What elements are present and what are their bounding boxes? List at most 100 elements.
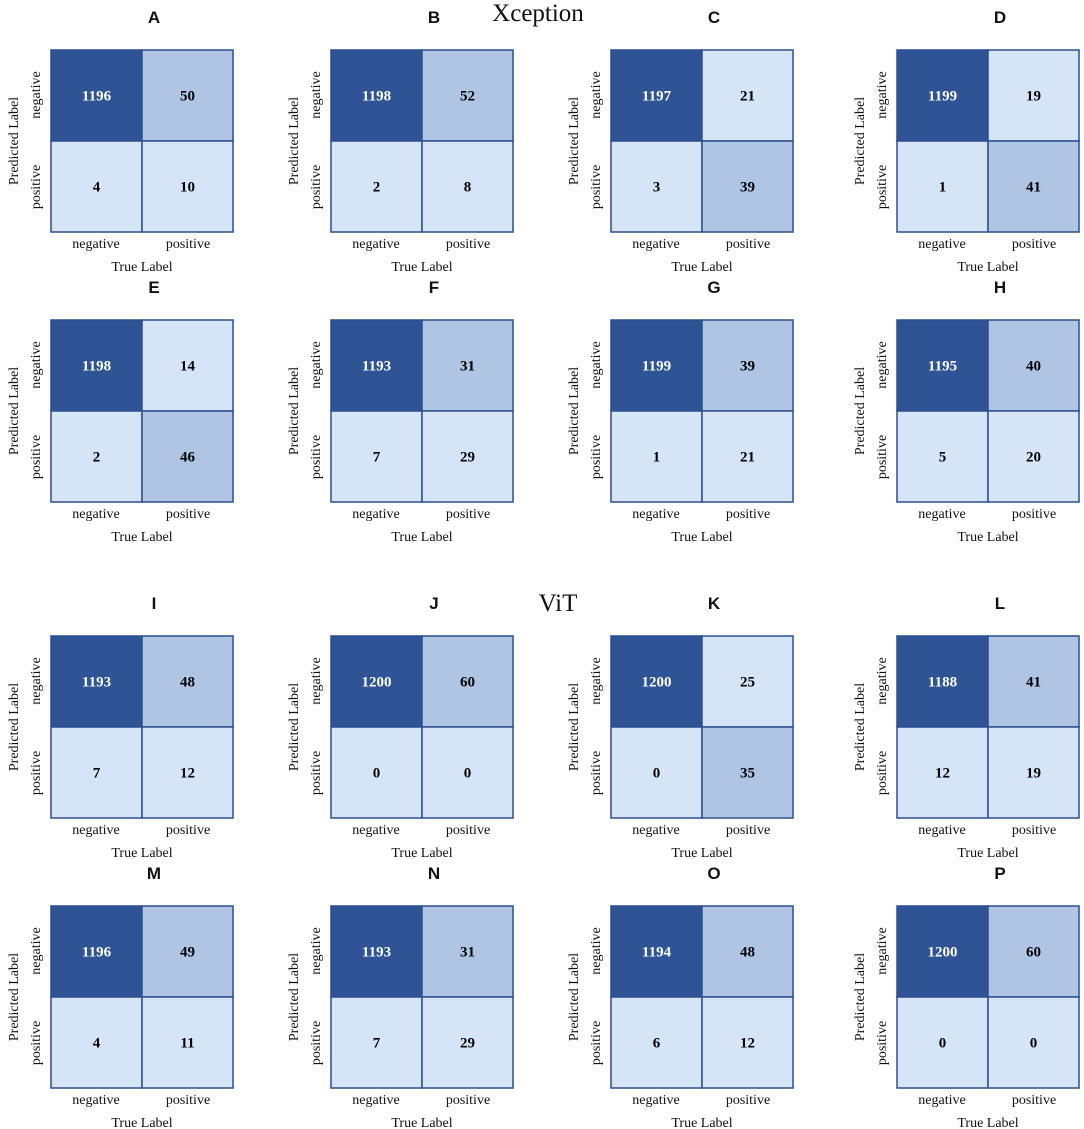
matrix-cell-pos-neg <box>610 726 703 819</box>
x-tick-label: positive <box>1012 237 1056 252</box>
y-tick-label: negative <box>309 341 324 388</box>
x-tick-label: positive <box>166 1093 210 1108</box>
confusion-matrix-n: N 1193 31 7 29 negative positive True Label nega… <box>287 864 514 1129</box>
x-axis-title: True Label <box>391 260 452 275</box>
cell-value: 19 <box>1026 766 1041 782</box>
cell-value: 31 <box>460 945 475 961</box>
y-tick-label: positive <box>309 165 324 209</box>
y-axis-title: Predicted Label <box>853 683 868 771</box>
x-tick-label: negative <box>918 507 965 522</box>
cell-value: 4 <box>93 180 101 196</box>
y-axis-title: Predicted Label <box>7 683 22 771</box>
x-axis-title: True Label <box>391 1116 452 1129</box>
cell-value: 0 <box>939 1036 947 1052</box>
cell-value: 1200 <box>928 945 958 961</box>
y-axis-title: Predicted Label <box>287 683 302 771</box>
x-tick-label: positive <box>726 823 770 838</box>
y-tick-label: negative <box>309 71 324 118</box>
cell-value: 7 <box>93 766 101 782</box>
cell-value: 20 <box>1026 450 1041 466</box>
panel-label: I <box>152 594 157 613</box>
matrix-cell-neg-pos <box>141 49 234 142</box>
matrix-cell-pos-neg <box>330 140 423 233</box>
matrix-cell-pos-neg <box>50 410 143 503</box>
matrix-cell-pos-pos <box>421 140 514 233</box>
matrix-cell-pos-pos <box>987 996 1080 1089</box>
matrix-cell-neg-pos <box>421 319 514 412</box>
x-axis-title: True Label <box>111 260 172 275</box>
matrix-cell-pos-pos <box>701 410 794 503</box>
y-axis-title: Predicted Label <box>287 367 302 455</box>
y-tick-label: positive <box>29 751 44 795</box>
matrix-cell-pos-pos <box>701 726 794 819</box>
group-title-vit: ViT <box>539 590 578 617</box>
x-tick-label: negative <box>632 237 679 252</box>
x-tick-label: negative <box>352 507 399 522</box>
cell-value: 48 <box>740 945 755 961</box>
matrix-cell-neg-neg <box>50 49 143 142</box>
cell-value: 11 <box>180 1036 194 1052</box>
cell-value: 1200 <box>362 675 392 691</box>
cell-value: 1194 <box>642 945 672 961</box>
panel-label: K <box>708 594 721 613</box>
y-axis-title: Predicted Label <box>567 953 582 1041</box>
matrix-cell-neg-neg <box>50 319 143 412</box>
x-axis-title: True Label <box>391 846 452 861</box>
x-tick-label: positive <box>726 237 770 252</box>
x-tick-label: positive <box>446 237 490 252</box>
cell-value: 0 <box>464 766 472 782</box>
x-axis-title: True Label <box>671 846 732 861</box>
cell-value: 60 <box>1026 945 1041 961</box>
cell-value: 1195 <box>928 359 957 375</box>
matrix-cell-neg-pos <box>141 319 234 412</box>
cell-value: 12 <box>935 766 950 782</box>
y-tick-label: negative <box>29 927 44 974</box>
cell-value: 10 <box>180 180 195 196</box>
x-tick-label: positive <box>446 1093 490 1108</box>
cell-value: 21 <box>740 89 755 105</box>
cell-value: 1198 <box>82 359 111 375</box>
cell-value: 0 <box>1030 1036 1038 1052</box>
matrix-cell-pos-pos <box>987 140 1080 233</box>
confusion-matrix-b: B 1198 52 2 8 negative positive True Label negat… <box>287 8 514 275</box>
x-axis-title: True Label <box>111 530 172 545</box>
y-tick-label: positive <box>875 1021 890 1065</box>
cell-value: 3 <box>653 180 661 196</box>
confusion-matrix-l: L 1188 41 12 19 negative positive True Label neg… <box>853 594 1080 861</box>
y-tick-label: positive <box>309 751 324 795</box>
x-axis-title: True Label <box>111 1116 172 1129</box>
panel-label: M <box>147 864 161 883</box>
y-tick-label: negative <box>29 657 44 704</box>
matrix-cell-pos-neg <box>896 726 989 819</box>
matrix-cell-pos-pos <box>701 996 794 1089</box>
x-tick-label: negative <box>72 237 119 252</box>
panel-label: H <box>994 278 1006 297</box>
panel-label: G <box>707 278 720 297</box>
cell-value: 60 <box>460 675 475 691</box>
panel-label: A <box>148 8 160 27</box>
matrix-cell-pos-pos <box>701 140 794 233</box>
panel-label: O <box>707 864 720 883</box>
matrix-cell-pos-neg <box>610 996 703 1089</box>
y-axis-title: Predicted Label <box>567 97 582 185</box>
confusion-matrix-k: K 1200 25 0 35 negative positive True Label nega… <box>567 594 794 861</box>
matrix-cell-neg-pos <box>141 905 234 998</box>
y-axis-title: Predicted Label <box>7 953 22 1041</box>
y-tick-label: positive <box>589 751 604 795</box>
x-tick-label: positive <box>726 507 770 522</box>
x-tick-label: negative <box>918 237 965 252</box>
cell-value: 7 <box>373 1036 381 1052</box>
y-tick-label: positive <box>589 165 604 209</box>
cell-value: 1196 <box>82 945 112 961</box>
matrix-cell-neg-pos <box>421 905 514 998</box>
x-tick-label: negative <box>632 507 679 522</box>
matrix-cell-pos-pos <box>421 726 514 819</box>
y-tick-label: negative <box>875 657 890 704</box>
x-tick-label: negative <box>918 1093 965 1108</box>
x-tick-label: positive <box>726 1093 770 1108</box>
confusion-matrix-c: C 1197 21 3 39 negative positive True Label nega… <box>567 8 794 275</box>
confusion-matrix-d: D 1199 19 1 41 negative positive True Label nega… <box>853 8 1080 275</box>
